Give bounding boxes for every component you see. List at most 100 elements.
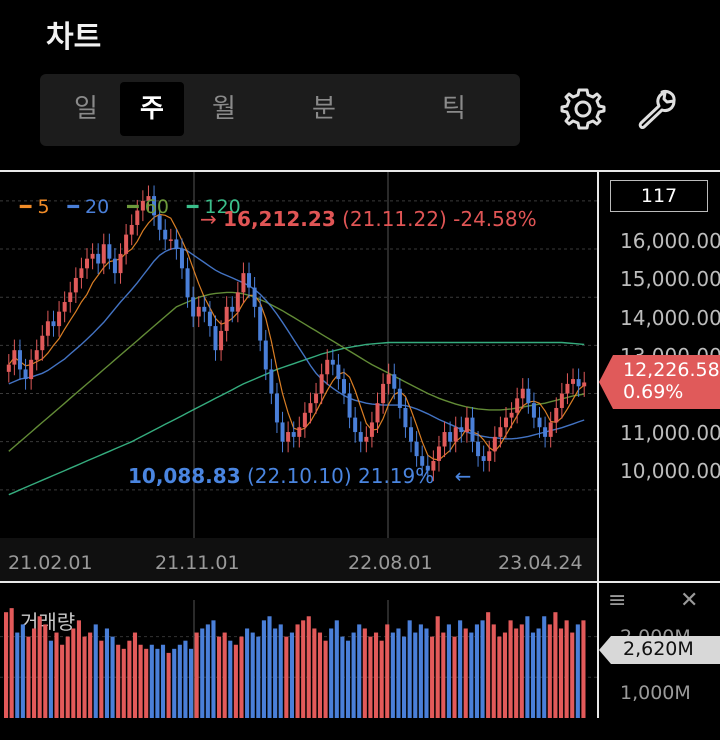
volume-bar [502, 632, 508, 718]
volume-bar [558, 628, 564, 718]
candle [219, 330, 224, 351]
menu-icon[interactable]: ≡ [608, 588, 627, 613]
volume-bar [508, 620, 513, 718]
high-annotation: → 16,212.23 (21.11.22) -24.58% [200, 207, 537, 231]
volume-bar [149, 644, 154, 718]
volume-chart[interactable] [0, 600, 597, 718]
volume-bar [407, 620, 412, 718]
candle [213, 326, 218, 351]
candle [509, 412, 514, 418]
volume-bar [217, 636, 222, 718]
candle [375, 403, 380, 423]
volume-bar [385, 624, 390, 718]
candle [12, 350, 17, 365]
candle [302, 412, 307, 428]
volume-bar [188, 648, 194, 718]
candle [358, 432, 363, 442]
candle [224, 306, 229, 331]
candle [101, 244, 106, 264]
y-tick-label: 14,000.00 [620, 306, 720, 330]
volume-bar [329, 628, 334, 718]
volume-bar [104, 628, 110, 718]
gear-icon[interactable] [558, 84, 608, 134]
candle [319, 374, 324, 394]
volume-bar [144, 648, 149, 718]
volume-bar [200, 628, 205, 718]
candle [140, 200, 145, 211]
legend-ma5: ━ 5 [20, 196, 50, 218]
volume-bar [345, 640, 351, 718]
volume-bar [166, 652, 171, 718]
price-chart[interactable] [0, 172, 597, 538]
current-price-tag: 12,226.58 0.69% [599, 355, 720, 409]
candle [392, 374, 397, 389]
volume-bar [536, 628, 541, 718]
volume-bar [413, 632, 418, 718]
volume-bar [99, 640, 104, 718]
candle [436, 446, 441, 461]
tab-tick[interactable]: 틱 [442, 94, 466, 124]
volume-bar [547, 624, 552, 718]
volume-bar [323, 640, 328, 718]
tab-day[interactable]: 일 [74, 94, 98, 124]
volume-bar [222, 632, 227, 718]
volume-bar [48, 640, 53, 718]
candle [571, 379, 576, 384]
volume-bar [312, 628, 317, 718]
volume-bar [441, 632, 446, 718]
wrench-icon[interactable] [632, 84, 682, 134]
volume-bar [396, 628, 401, 718]
candle [336, 364, 341, 380]
volume-bar [54, 632, 59, 718]
volume-bar [564, 620, 569, 718]
candle [202, 306, 207, 312]
candle [498, 427, 503, 437]
candle [29, 359, 34, 380]
candle [431, 460, 436, 471]
tab-week[interactable]: 주 [120, 82, 184, 136]
y-tick-label: 15,000.00 [620, 267, 720, 291]
volume-bar [474, 624, 479, 718]
current-volume-tag: 2,620M [599, 636, 720, 664]
volume-bar [530, 632, 536, 718]
current-change: 0.69% [623, 381, 684, 403]
candle [146, 196, 151, 201]
period-tabs: 일 주 월 분 틱 [40, 74, 520, 146]
candle [403, 407, 408, 428]
legend-ma120: ━ 120 [186, 196, 241, 218]
volume-bar [379, 640, 384, 718]
candle [90, 253, 95, 259]
candle [107, 244, 112, 259]
close-icon[interactable]: ✕ [680, 588, 699, 613]
candle [252, 287, 257, 307]
tab-minute[interactable]: 분 [312, 94, 336, 124]
volume-bar [514, 628, 519, 718]
volume-bar [267, 616, 272, 718]
candle [453, 427, 458, 442]
candle [308, 403, 313, 413]
low-change: 21.19% [358, 464, 435, 488]
legend-ma60: ━ 60 [127, 196, 169, 218]
candle [481, 456, 486, 461]
candle [163, 229, 168, 240]
volume-bar [65, 636, 70, 718]
volume-bar [110, 636, 115, 718]
volume-bar [160, 644, 166, 718]
volume-bar [497, 636, 502, 718]
candle [152, 196, 157, 216]
candle [96, 253, 101, 264]
volume-bar [362, 628, 367, 718]
volume-bar [20, 624, 25, 718]
y-tick-label: 11,000.00 [620, 421, 720, 445]
candle [57, 311, 62, 327]
candle [526, 388, 531, 404]
candle-count-box[interactable]: 117 [610, 180, 708, 212]
volume-bar [278, 624, 283, 718]
volume-bar [93, 624, 98, 718]
tab-month[interactable]: 월 [212, 94, 236, 124]
volume-bar [542, 616, 547, 718]
current-volume: 2,620M [623, 638, 694, 660]
volume-bar [228, 640, 233, 718]
volume-bar [261, 620, 266, 718]
volume-bar [452, 636, 457, 718]
